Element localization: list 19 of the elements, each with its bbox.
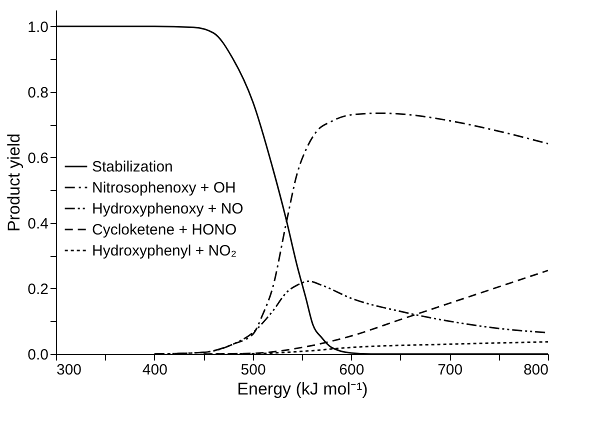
x-tick-label: 400 [142,362,168,378]
y-tick-label: 0.6 [28,150,48,167]
y-tick-label: 0.2 [28,280,48,298]
y-tick-label: 0.4 [28,215,48,232]
y-tick-label: 0.0 [28,346,48,364]
y-axis-title: Product yield [4,133,24,232]
legend-label: Stabilization [92,158,173,176]
x-tick-label: 500 [240,362,266,378]
legend-label: Cycloketene + HONO [92,221,237,238]
y-tick-label: 0.8 [28,84,48,102]
legend-label: Nitrosophenoxy + OH [92,179,236,196]
x-tick-label: 800 [523,362,548,378]
x-tick-label: 600 [339,362,364,378]
x-tick-label: 300 [56,362,82,378]
y-tick-label: 1.0 [28,18,48,36]
x-axis-title: Energy (kJ mol⁻¹) [237,380,368,398]
x-tick-label: 700 [438,362,463,378]
legend-label: Hydroxyphenoxy + NO [92,200,244,218]
legend-label: Hydroxyphenyl + NO₂ [92,242,237,260]
